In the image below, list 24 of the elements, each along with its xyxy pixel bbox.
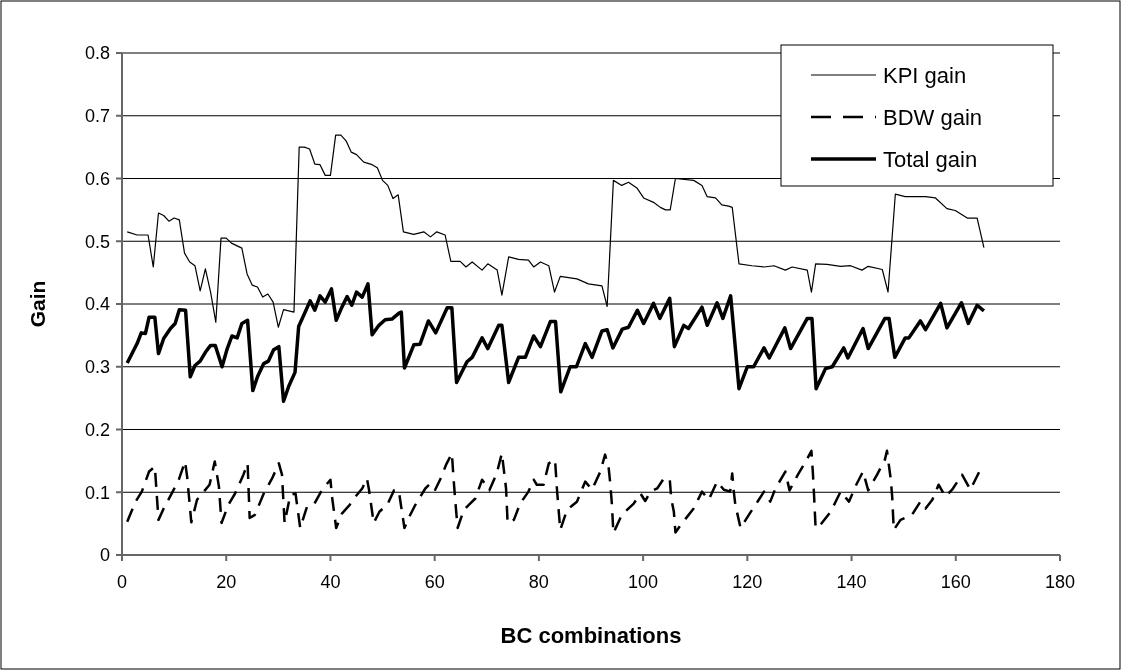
x-tick-label: 60 [424, 572, 445, 592]
x-tick-label: 140 [836, 572, 867, 592]
x-tick-label: 80 [528, 572, 549, 592]
x-tick-label: 180 [1044, 572, 1076, 592]
y-tick-label: 0.5 [84, 231, 110, 252]
y-tick-label: 0.2 [84, 419, 110, 440]
y-axis-title: Gain [26, 280, 49, 328]
x-axis-title: BC combinations [500, 623, 682, 648]
legend-label: Total gain [883, 146, 978, 172]
legend-label: BDW gain [883, 104, 983, 130]
y-tick-label: 0.7 [84, 106, 110, 127]
legend-label: KPI gain [883, 62, 967, 88]
x-tick-label: 100 [628, 572, 659, 592]
y-tick-label: 0.3 [84, 357, 110, 378]
y-tick-label: 0.1 [84, 482, 110, 503]
y-tick-label: 0.8 [84, 43, 110, 64]
x-tick-label: 0 [116, 572, 128, 592]
x-tick-label: 160 [940, 572, 971, 592]
x-tick-label: 120 [732, 572, 763, 592]
y-tick-label: 0.4 [84, 294, 110, 315]
y-tick-label: 0 [99, 545, 110, 566]
y-tick-label: 0.6 [84, 168, 110, 189]
x-tick-label: 20 [216, 572, 237, 592]
x-tick-label: 40 [320, 572, 341, 592]
